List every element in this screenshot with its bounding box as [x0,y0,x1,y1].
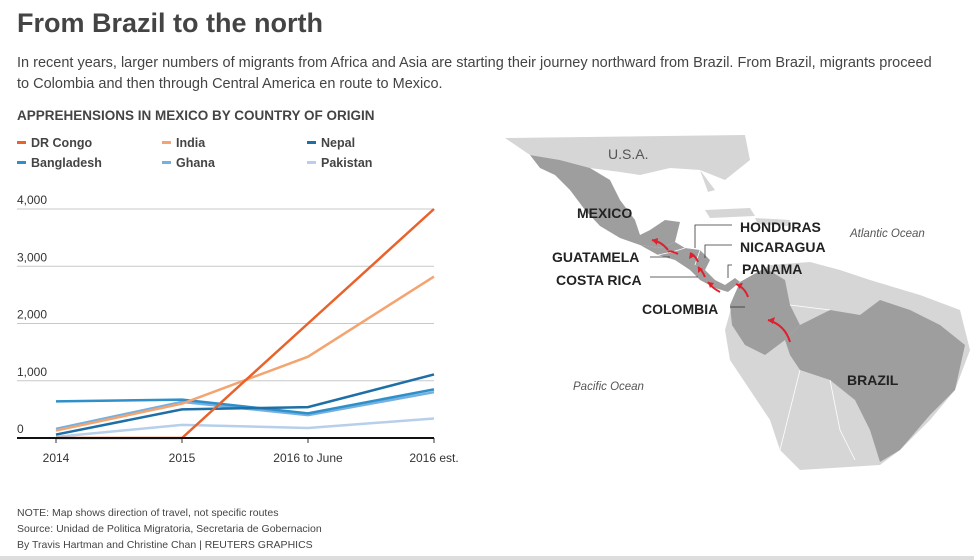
legend-item-nepal: Nepal [307,136,355,150]
line-chart: 0 1,000 2,000 3,000 4,000 2014 2015 2016 to Jun… [17,193,459,465]
legend-label: India [176,136,206,150]
series-line-nepal [55,373,435,436]
map: U.S.A. MEXICO HONDURAS NICARAGUA GUATAME… [500,130,974,470]
legend-label: Bangladesh [31,156,102,170]
label-panama: PANAMA [742,261,802,277]
label-honduras: HONDURAS [740,219,821,235]
map-colombia [730,268,800,355]
label-atlantic-ocean: Atlantic Ocean [849,228,925,240]
label-guatemala: GUATAMELA [552,249,639,265]
legend-label: DR Congo [31,136,93,150]
y-tick-label: 0 [17,422,24,436]
y-tick-label: 4,000 [17,193,47,207]
legend-label: Ghana [176,156,215,170]
legend-swatch [307,141,316,145]
description: In recent years, larger numbers of migra… [17,55,932,92]
x-tick-label: 2016 est. [409,451,458,465]
x-tick-label: 2015 [169,451,196,465]
x-tick-label: 2016 to June [273,451,343,465]
label-nicaragua: NICARAGUA [740,239,826,255]
source: Source: Unidad de Politica Migratoria, S… [17,523,322,535]
y-tick-label: 2,000 [17,308,47,322]
legend-label: Nepal [321,136,356,150]
notes: NOTE: Map shows direction of travel, not… [17,505,322,553]
credit: By Travis Hartman and Christine Chan | R… [17,539,313,551]
legend-item-dr-congo: DR Congo [17,136,92,150]
chart-title: APPREHENSIONS IN MEXICO BY COUNTRY OF OR… [17,108,375,123]
label-pacific-ocean: Pacific Ocean [573,381,644,393]
y-tick-label: 3,000 [17,250,47,264]
map-central-america [640,242,740,292]
bottom-bar [0,556,974,560]
legend-label: Pakistan [321,156,373,170]
label-brazil: BRAZIL [847,372,899,388]
series-line-bangladesh [55,388,435,415]
legend-swatch [162,161,171,165]
legend-item-india: India [162,136,205,150]
legend-item-bangladesh: Bangladesh [17,156,102,170]
legend-swatch [307,161,316,165]
label-costa-rica: COSTA RICA [556,272,642,288]
series-line-pakistan [55,417,435,439]
x-tick-label: 2014 [43,451,70,465]
map-brazil [785,300,965,462]
legend-swatch [17,141,26,145]
label-mexico: MEXICO [577,205,632,221]
map-caribbean [700,170,790,226]
note: NOTE: Map shows direction of travel, not… [17,507,279,519]
legend-swatch [17,161,26,165]
page-title: From Brazil to the north [17,8,323,38]
legend-swatch [162,141,171,145]
label-usa: U.S.A. [608,146,648,162]
legend-item-pakistan: Pakistan [307,156,372,170]
map-mexico [530,155,680,248]
legend-item-ghana: Ghana [162,156,215,170]
map-usa [505,135,750,180]
label-colombia: COLOMBIA [642,301,718,317]
y-tick-label: 1,000 [17,365,47,379]
